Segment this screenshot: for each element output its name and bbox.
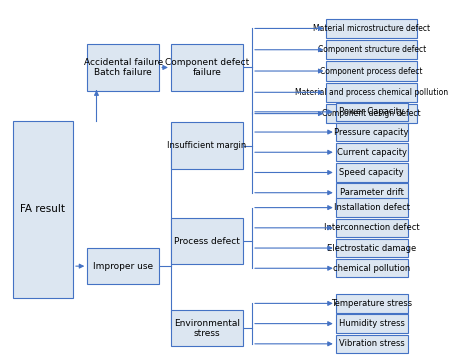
Text: Accidental failure
Batch failure: Accidental failure Batch failure xyxy=(83,58,163,77)
FancyBboxPatch shape xyxy=(336,198,408,217)
Text: Material microstructure defect: Material microstructure defect xyxy=(313,24,430,33)
Text: Speed capacity: Speed capacity xyxy=(339,168,404,177)
FancyBboxPatch shape xyxy=(336,334,408,353)
Text: Component process defect: Component process defect xyxy=(320,67,423,76)
FancyBboxPatch shape xyxy=(336,239,408,257)
FancyBboxPatch shape xyxy=(336,184,408,202)
Text: Current capacity: Current capacity xyxy=(337,148,407,157)
FancyBboxPatch shape xyxy=(336,123,408,141)
Text: Component defect
failure: Component defect failure xyxy=(164,58,249,77)
Text: Interconnection defect: Interconnection defect xyxy=(324,223,419,232)
Text: Temperature stress: Temperature stress xyxy=(331,299,412,308)
Text: Pressure capacity: Pressure capacity xyxy=(335,127,409,136)
FancyBboxPatch shape xyxy=(336,143,408,161)
FancyBboxPatch shape xyxy=(336,314,408,333)
FancyBboxPatch shape xyxy=(336,163,408,182)
FancyBboxPatch shape xyxy=(171,218,243,264)
FancyBboxPatch shape xyxy=(336,219,408,237)
Text: Material and process chemical pollution: Material and process chemical pollution xyxy=(295,88,448,97)
FancyBboxPatch shape xyxy=(327,19,417,38)
Text: Process defect: Process defect xyxy=(174,237,240,246)
Text: Insufficient margin: Insufficient margin xyxy=(167,141,246,150)
FancyBboxPatch shape xyxy=(336,294,408,313)
FancyBboxPatch shape xyxy=(87,248,159,284)
Text: Component design defect: Component design defect xyxy=(322,109,421,118)
FancyBboxPatch shape xyxy=(327,61,417,81)
FancyBboxPatch shape xyxy=(13,121,73,298)
FancyBboxPatch shape xyxy=(171,122,243,169)
FancyBboxPatch shape xyxy=(327,104,417,123)
Text: Component structure defect: Component structure defect xyxy=(318,45,426,54)
Text: Environmental
stress: Environmental stress xyxy=(174,319,240,338)
Text: Electrostatic damage: Electrostatic damage xyxy=(327,244,416,253)
FancyBboxPatch shape xyxy=(336,102,408,121)
FancyBboxPatch shape xyxy=(171,311,243,346)
FancyBboxPatch shape xyxy=(327,83,417,102)
FancyBboxPatch shape xyxy=(327,40,417,59)
Text: FA result: FA result xyxy=(20,205,65,214)
Text: Humidity stress: Humidity stress xyxy=(339,319,405,328)
FancyBboxPatch shape xyxy=(336,259,408,278)
Text: Vibration stress: Vibration stress xyxy=(339,339,405,348)
Text: Power Capacity: Power Capacity xyxy=(339,107,404,116)
Text: Installation defect: Installation defect xyxy=(334,203,410,212)
Text: chemical pollution: chemical pollution xyxy=(333,264,410,273)
FancyBboxPatch shape xyxy=(87,45,159,90)
Text: Improper use: Improper use xyxy=(93,262,153,271)
Text: Parameter drift: Parameter drift xyxy=(340,188,404,197)
FancyBboxPatch shape xyxy=(171,45,243,90)
